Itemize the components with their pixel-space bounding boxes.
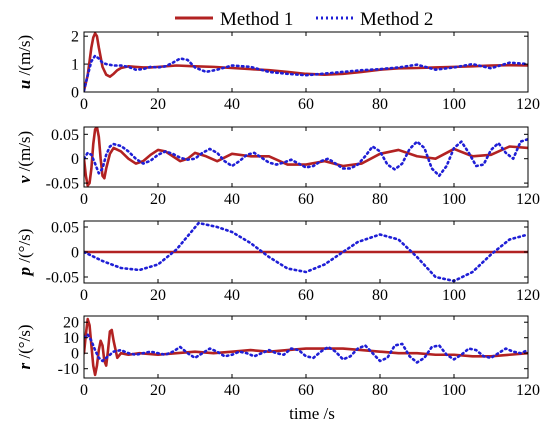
series-line-method-2-v bbox=[84, 137, 528, 178]
x-tick-label: 80 bbox=[372, 191, 388, 208]
y-tick-label: 0.05 bbox=[51, 220, 79, 237]
y-tick-label: 0.05 bbox=[51, 127, 79, 144]
x-tick-label: 120 bbox=[516, 382, 540, 399]
x-tick-label: 20 bbox=[150, 287, 166, 304]
y-tick-label: 20 bbox=[63, 315, 79, 332]
x-tick-label: 40 bbox=[224, 191, 240, 208]
y-tick-label: 0 bbox=[71, 151, 79, 168]
series-line-method-1-v bbox=[84, 127, 528, 187]
series-line-method-1-r bbox=[84, 317, 528, 377]
y-tick-label: 2 bbox=[71, 29, 79, 46]
series-line-method-2-r bbox=[84, 333, 528, 364]
x-axis-label: time /s bbox=[289, 404, 335, 423]
subplot-u: 0 20 40 60 80 100 120 0 1 2 u /(m/s) bbox=[15, 29, 540, 113]
x-tick-label: 80 bbox=[372, 287, 388, 304]
x-tick-label: 100 bbox=[442, 287, 466, 304]
x-tick-label: 40 bbox=[224, 96, 240, 113]
y-axis-label-p: p /(°/s) bbox=[15, 229, 34, 278]
y-axis-label-v: v /(m/s) bbox=[15, 131, 34, 183]
legend-label-method-2: Method 2 bbox=[360, 9, 433, 30]
x-tick-label: 60 bbox=[298, 96, 314, 113]
x-tick-label: 60 bbox=[298, 191, 314, 208]
series-line-method-1-u bbox=[84, 32, 528, 92]
y-axis-label-u: u /(m/s) bbox=[15, 35, 34, 89]
y-tick-label: 0 bbox=[71, 245, 79, 262]
x-tick-label: 100 bbox=[442, 191, 466, 208]
x-tick-label: 100 bbox=[442, 382, 466, 399]
x-tick-label: 120 bbox=[516, 287, 540, 304]
x-tick-label: 0 bbox=[80, 191, 88, 208]
y-tick-label: 1 bbox=[71, 57, 79, 74]
x-tick-label: 0 bbox=[80, 382, 88, 399]
x-tick-label: 0 bbox=[80, 287, 88, 304]
plot-frame-u bbox=[83, 31, 529, 93]
legend-label-method-1: Method 1 bbox=[220, 9, 293, 30]
x-tick-label: 120 bbox=[516, 96, 540, 113]
plot-frame-v bbox=[83, 126, 529, 188]
y-tick-label: 0 bbox=[71, 85, 79, 102]
x-tick-label: 100 bbox=[442, 96, 466, 113]
y-tick-label: -0.05 bbox=[46, 270, 79, 287]
y-tick-label: -0.05 bbox=[46, 176, 79, 193]
y-tick-label: 10 bbox=[63, 330, 79, 347]
x-tick-label: 60 bbox=[298, 382, 314, 399]
x-tick-label: 60 bbox=[298, 287, 314, 304]
y-tick-label: 0 bbox=[71, 346, 79, 363]
y-axis-label-r: r /(°/s) bbox=[15, 324, 34, 369]
x-tick-label: 80 bbox=[372, 382, 388, 399]
x-tick-label: 0 bbox=[80, 96, 88, 113]
x-tick-label: 40 bbox=[224, 382, 240, 399]
plot-frame-r bbox=[83, 315, 529, 379]
x-tick-label: 80 bbox=[372, 96, 388, 113]
series-line-method-2-u bbox=[84, 54, 528, 92]
x-tick-label: 20 bbox=[150, 96, 166, 113]
x-tick-label: 20 bbox=[150, 191, 166, 208]
x-tick-label: 120 bbox=[516, 191, 540, 208]
y-tick-label: -10 bbox=[58, 361, 79, 378]
legend: Method 1 Method 2 bbox=[175, 9, 433, 30]
x-tick-label: 40 bbox=[224, 287, 240, 304]
x-tick-label: 20 bbox=[150, 382, 166, 399]
